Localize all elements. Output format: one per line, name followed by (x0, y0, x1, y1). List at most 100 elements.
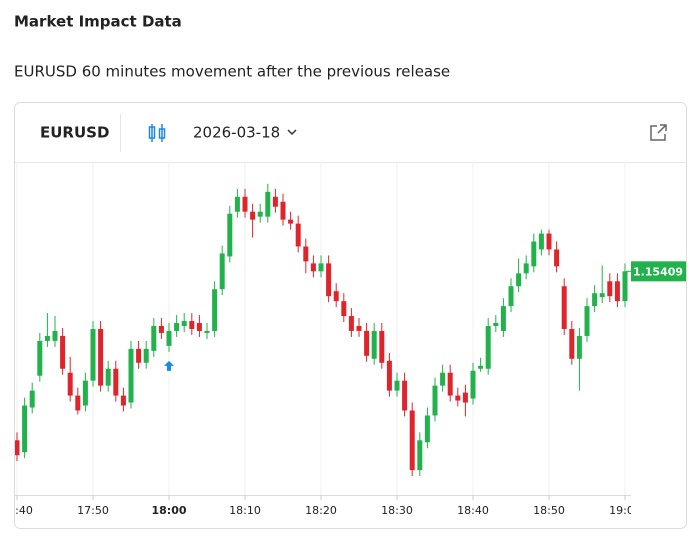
candle (402, 372, 408, 417)
candle (212, 281, 218, 337)
candle-body (29, 390, 35, 408)
candle (196, 315, 202, 337)
candle-body (341, 301, 347, 317)
candle (478, 357, 484, 372)
symbol[interactable]: EURUSD (40, 124, 109, 142)
candle (310, 255, 316, 278)
candle (432, 377, 438, 422)
candle-body (538, 233, 544, 250)
candle-body (105, 368, 111, 386)
candle (538, 229, 544, 256)
candle-body (516, 273, 522, 287)
candle (265, 183, 271, 223)
candle-body (196, 323, 202, 331)
candle (158, 318, 164, 339)
candle (516, 258, 522, 293)
candle-body (379, 330, 385, 363)
candle (37, 332, 43, 382)
candle (554, 241, 560, 273)
last-price-box (631, 261, 686, 282)
candle (394, 372, 400, 397)
candle (181, 313, 187, 332)
candle (546, 229, 552, 256)
candle-body (67, 372, 73, 396)
candle-body (326, 263, 332, 297)
candle-body (143, 348, 149, 363)
candle (174, 315, 180, 337)
candle (614, 273, 620, 308)
candle (470, 362, 476, 405)
date-selector[interactable]: 2026-03-18 (193, 124, 280, 142)
candle-body (447, 372, 453, 396)
candle-body (204, 330, 210, 333)
candle-body (37, 340, 43, 376)
candle (371, 323, 377, 365)
candle-body (493, 323, 499, 326)
candle-body (424, 415, 430, 443)
candle (227, 205, 233, 263)
candle-body (219, 253, 225, 290)
candle (440, 364, 446, 392)
candle (15, 432, 20, 462)
candle (485, 318, 491, 375)
candle-body (52, 330, 58, 341)
candle-body (508, 286, 514, 307)
plot: 17:40 17:50 18:00 18:10 18:20 18:30 18:40 18:50… (15, 162, 631, 517)
candle-body (310, 263, 316, 272)
candle-body (554, 249, 560, 267)
candle-body (417, 440, 423, 471)
candle-body (234, 196, 240, 212)
candle (128, 340, 134, 409)
candle-body (599, 293, 605, 298)
candle-body (409, 410, 415, 471)
candle-body (265, 191, 271, 217)
candle (136, 340, 142, 369)
candle (234, 188, 240, 218)
candle (44, 313, 50, 347)
candle-body (462, 392, 468, 403)
candle (417, 432, 423, 477)
candle (455, 387, 461, 407)
candle (576, 327, 582, 391)
candle (424, 407, 430, 449)
candle-body (303, 246, 309, 262)
candle-body (561, 286, 567, 329)
candle (341, 293, 347, 323)
candle-body (272, 196, 278, 207)
candle-body (75, 395, 81, 411)
x-tick-label: 18:30 (381, 504, 413, 517)
candle (592, 285, 598, 313)
candle-body (523, 263, 529, 274)
candle (105, 360, 111, 392)
candle-body (455, 395, 461, 401)
candle (318, 255, 324, 278)
candle-body (371, 330, 377, 359)
candle (204, 323, 210, 339)
candle-body (166, 330, 172, 346)
candle-body (386, 360, 392, 391)
candle (379, 323, 385, 369)
release-marker (164, 360, 174, 371)
candle (348, 308, 354, 337)
candle-body (485, 326, 491, 369)
candle (22, 397, 28, 459)
candle (493, 315, 499, 332)
candle (242, 188, 248, 218)
candle (143, 340, 149, 369)
candle-icon[interactable] (148, 124, 166, 142)
candle-body (280, 201, 286, 220)
candle (409, 402, 415, 477)
external-link-icon[interactable] (650, 124, 667, 141)
candle (356, 318, 362, 337)
candle-body (113, 368, 119, 396)
candle (90, 321, 96, 387)
candle (523, 255, 529, 280)
candle (151, 318, 157, 357)
candle-body (44, 335, 50, 341)
candle (295, 215, 301, 253)
candle (386, 352, 392, 397)
candle-body (189, 321, 195, 329)
candle-body (402, 380, 408, 411)
dropdown-chevron[interactable] (287, 129, 297, 136)
candle-body (333, 291, 339, 302)
